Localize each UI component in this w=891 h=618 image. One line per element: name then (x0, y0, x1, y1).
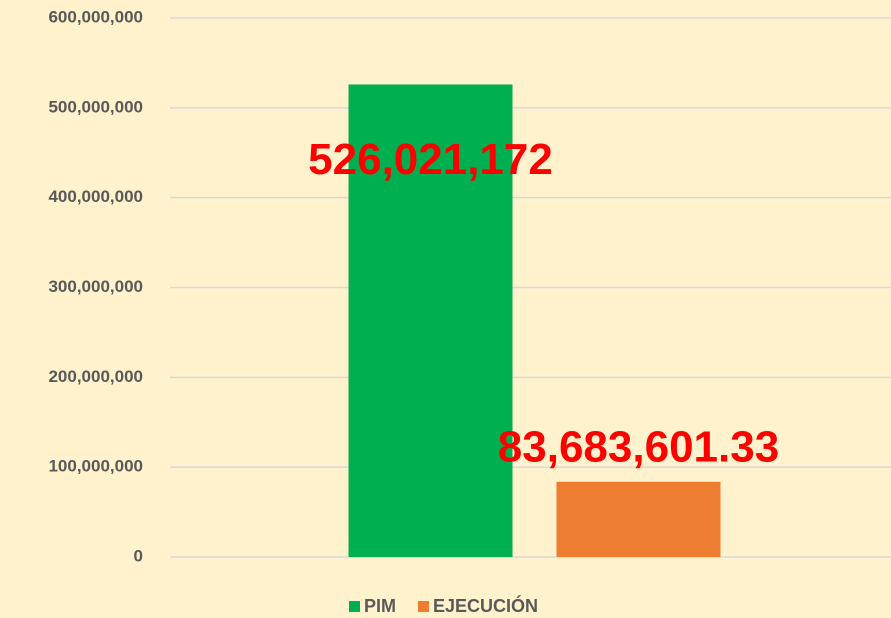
y-tick-label: 0 (134, 546, 143, 565)
bar (348, 84, 513, 558)
legend-swatch (349, 601, 360, 612)
y-tick-label: 600,000,000 (48, 7, 143, 26)
y-tick-label: 200,000,000 (48, 367, 143, 386)
legend-label: PIM (364, 596, 396, 616)
y-tick-label: 300,000,000 (48, 277, 143, 296)
data-label: 83,683,601.33 (498, 422, 779, 471)
data-label: 526,021,172 (308, 135, 553, 184)
legend-swatch (418, 601, 430, 612)
bar (556, 481, 721, 557)
y-tick-label: 500,000,000 (48, 97, 143, 116)
y-tick-label: 400,000,000 (48, 187, 143, 206)
legend-label: EJECUCIÓN (433, 595, 538, 616)
y-tick-label: 100,000,000 (48, 457, 143, 476)
